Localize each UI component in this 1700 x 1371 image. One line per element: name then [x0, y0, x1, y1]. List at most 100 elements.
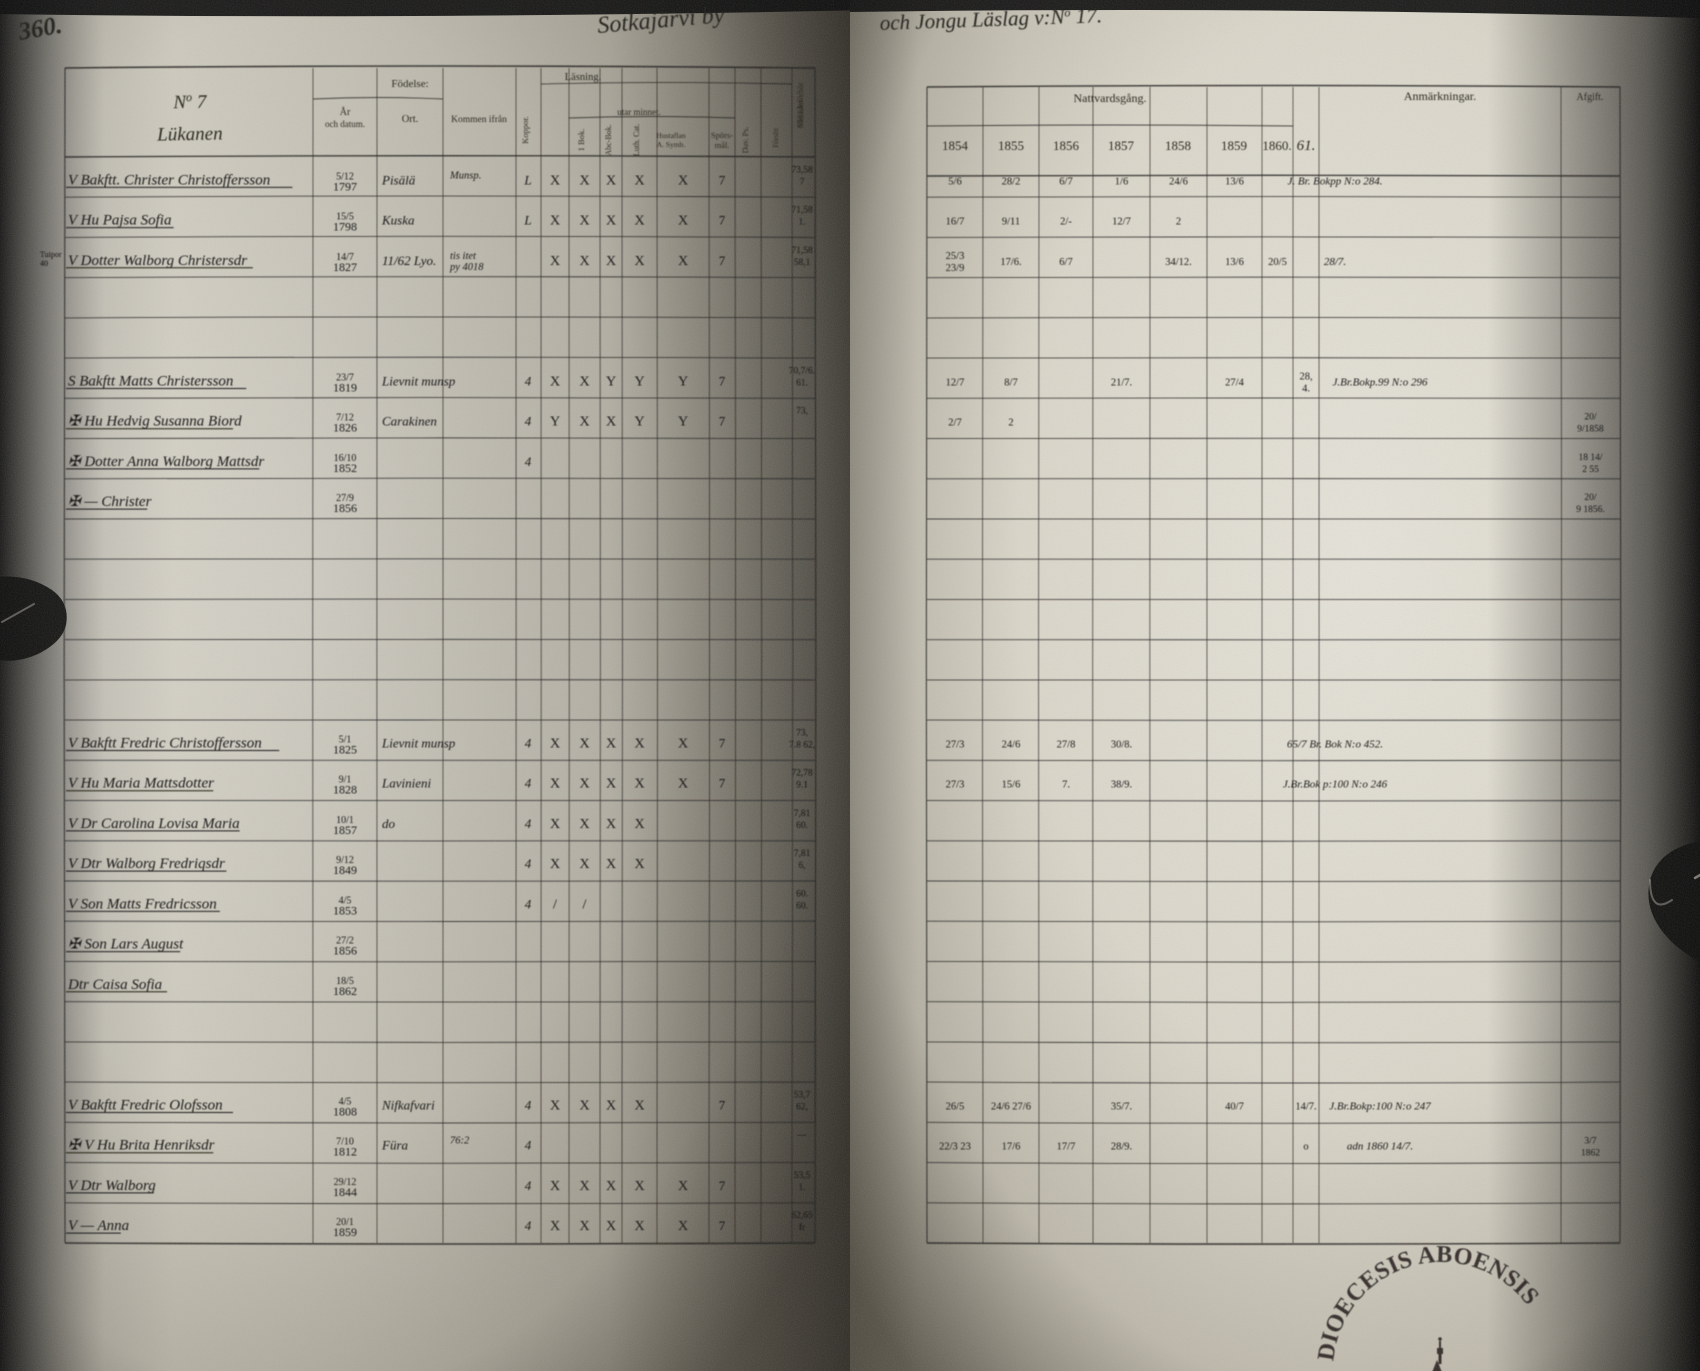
svg-text:4: 4	[525, 856, 532, 871]
svg-text:o: o	[1303, 1142, 1308, 1153]
svg-text:24/6: 24/6	[1002, 740, 1021, 751]
svg-text:40: 40	[40, 259, 48, 268]
svg-text:1858: 1858	[1165, 138, 1191, 153]
svg-text:9.1: 9.1	[796, 781, 808, 791]
svg-text:Kommen ifrån: Kommen ifrån	[451, 114, 507, 125]
svg-text:7: 7	[719, 776, 726, 791]
svg-text:År: År	[340, 106, 351, 118]
svg-text:73,: 73,	[796, 407, 808, 417]
svg-text:V Bakftt. Christer Christoffer: V Bakftt. Christer Christoffersson	[68, 172, 270, 188]
svg-text:58,1: 58,1	[794, 258, 811, 268]
svg-text:X: X	[579, 173, 589, 188]
svg-text:11/62 Lyo.: 11/62 Lyo.	[382, 253, 436, 268]
svg-text:X: X	[634, 737, 644, 752]
svg-text:Pisälä: Pisälä	[381, 172, 416, 187]
svg-text:1852: 1852	[333, 461, 357, 475]
svg-text:Tuipor: Tuipor	[40, 250, 62, 259]
svg-text:1808: 1808	[333, 1105, 357, 1119]
svg-text:7: 7	[800, 177, 805, 187]
svg-text:2 55: 2 55	[1582, 465, 1599, 475]
svg-text:Abc-Bok.: Abc-Bok.	[604, 124, 613, 155]
svg-text:73,58: 73,58	[791, 165, 813, 175]
svg-text:Hustaflan: Hustaflan	[656, 131, 685, 140]
svg-text:28/7.: 28/7.	[1324, 256, 1346, 268]
svg-text:40/7: 40/7	[1225, 1102, 1244, 1113]
svg-text:20/: 20/	[1584, 493, 1597, 503]
svg-text:X: X	[634, 1179, 644, 1194]
svg-text:fr: fr	[799, 1222, 806, 1233]
svg-text:27/8: 27/8	[1057, 740, 1076, 751]
svg-text:X: X	[606, 1179, 616, 1194]
svg-text:Luth. Cat.: Luth. Cat.	[632, 124, 641, 156]
svg-text:X: X	[634, 214, 644, 229]
svg-text:14/7.: 14/7.	[1295, 1102, 1316, 1113]
svg-text:X: X	[606, 817, 616, 832]
svg-text:X: X	[606, 214, 616, 229]
svg-text:1844: 1844	[333, 1185, 357, 1199]
svg-text:17/6: 17/6	[1002, 1142, 1021, 1153]
svg-text:76:2: 76:2	[450, 1136, 470, 1147]
svg-text:X: X	[634, 254, 644, 269]
svg-text:V Dtr Walborg Fredriqsdr: V Dtr Walborg Fredriqsdr	[68, 856, 225, 872]
svg-text:1860.: 1860.	[1262, 138, 1291, 153]
svg-text:X: X	[634, 1099, 644, 1114]
svg-text:62,: 62,	[796, 1103, 808, 1113]
svg-text:X: X	[678, 173, 688, 188]
svg-text:X: X	[550, 777, 560, 792]
svg-text:✠ Hu Hedvig Susanna Biord: ✠ Hu Hedvig Susanna Biord	[68, 414, 242, 430]
svg-text:X: X	[579, 737, 589, 752]
svg-text:1812: 1812	[333, 1145, 357, 1159]
svg-text:V — Anna: V — Anna	[68, 1218, 129, 1234]
svg-text:X: X	[678, 214, 688, 229]
svg-text:38/9.: 38/9.	[1111, 780, 1132, 791]
svg-text:py 4018: py 4018	[449, 262, 484, 273]
svg-text:23/9: 23/9	[946, 263, 965, 274]
svg-text:X: X	[579, 214, 589, 229]
svg-text:62,65: 62,65	[791, 1211, 813, 1221]
svg-text:Nifkafvari: Nifkafvari	[381, 1098, 435, 1113]
svg-text:X: X	[579, 777, 589, 792]
svg-text:3/7: 3/7	[1584, 1137, 1596, 1147]
svg-text:4.: 4.	[1302, 384, 1310, 395]
svg-text:1853: 1853	[333, 903, 357, 917]
svg-text:Dtr Caisa Sofia: Dtr Caisa Sofia	[67, 977, 162, 993]
svg-text:13/6: 13/6	[1225, 257, 1244, 268]
svg-text:X: X	[550, 857, 560, 872]
svg-text:4: 4	[525, 454, 532, 469]
svg-text:X: X	[678, 737, 688, 752]
svg-text:X: X	[550, 1179, 560, 1194]
svg-text:X: X	[606, 737, 616, 752]
svg-text:28/2: 28/2	[1002, 176, 1021, 187]
svg-text:7: 7	[719, 1178, 726, 1193]
svg-text:12/7: 12/7	[1112, 217, 1131, 228]
svg-text:X: X	[678, 1179, 688, 1194]
svg-text:Y: Y	[634, 415, 644, 430]
svg-text:X: X	[550, 375, 560, 390]
svg-text:1854: 1854	[942, 138, 969, 153]
svg-text:X: X	[606, 173, 616, 188]
svg-text:Kuska: Kuska	[381, 213, 415, 228]
svg-text:6/7: 6/7	[1059, 176, 1072, 187]
svg-text:V Bakftt Fredric Olofsson: V Bakftt Fredric Olofsson	[68, 1098, 223, 1114]
svg-text:V Bakftt Fredric Christofferss: V Bakftt Fredric Christoffersson	[68, 736, 262, 752]
svg-text:/: /	[583, 897, 587, 912]
svg-text:X: X	[678, 1219, 688, 1234]
svg-text:V Hu Maria Mattsdotter: V Hu Maria Mattsdotter	[68, 776, 214, 792]
svg-text:22/3 23: 22/3 23	[939, 1142, 971, 1153]
svg-text:25/3: 25/3	[946, 251, 965, 262]
svg-text:60.: 60.	[796, 889, 808, 899]
svg-text:1855: 1855	[998, 138, 1024, 153]
svg-text:X: X	[579, 375, 589, 390]
svg-text:X: X	[550, 214, 560, 229]
svg-text:Lievnit munsp: Lievnit munsp	[381, 374, 456, 389]
svg-text:1826: 1826	[333, 421, 357, 435]
svg-text:1856: 1856	[1053, 138, 1080, 153]
svg-text:7: 7	[719, 172, 726, 187]
svg-text:Y: Y	[678, 415, 688, 430]
svg-text:Spörs-: Spörs-	[711, 130, 733, 140]
svg-text:20/: 20/	[1584, 413, 1597, 423]
svg-text:6/7: 6/7	[1059, 257, 1072, 268]
svg-text:mål.: mål.	[715, 140, 730, 150]
svg-text:4: 4	[525, 1218, 532, 1233]
svg-text:2: 2	[1176, 217, 1181, 228]
